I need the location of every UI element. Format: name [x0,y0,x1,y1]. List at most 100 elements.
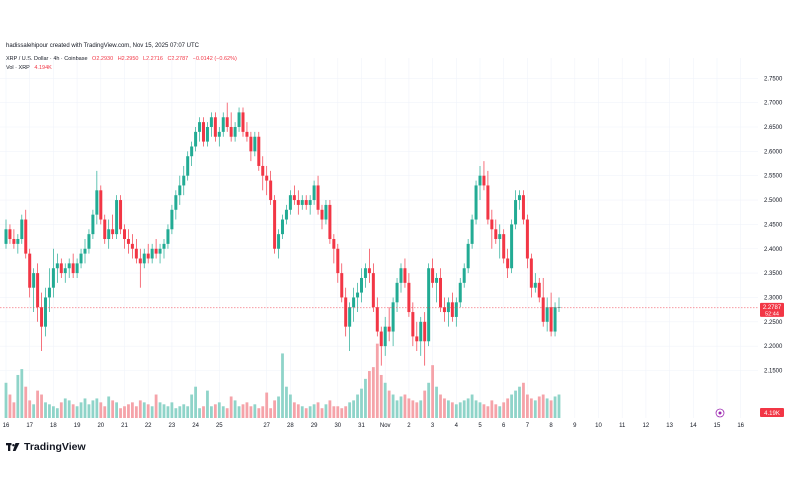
time-tick-label: 25 [216,423,223,429]
time-tick-label: 12 [643,423,650,429]
price-tick-label: 2.2000 [764,344,783,350]
candle-body [261,165,265,176]
candle-body [103,219,107,240]
symbol-legend[interactable]: XRP / U.S. Dollar · 4h · Coinbase O2.293… [6,56,240,62]
price-axis[interactable]: 2.1500 2.2000 2.2500 2.3000 2.3500 2.4000 2.45… [764,76,783,374]
volume-bar [186,406,190,418]
candle-body [498,234,502,240]
candle-body [308,200,312,205]
volume-bar [79,402,83,418]
candle-body [142,253,146,264]
volume-bar [510,394,513,418]
candle-body [395,282,399,303]
volume-bar [273,400,276,418]
volume-bar [16,374,20,418]
candle-body [470,219,474,244]
candle-body [36,273,40,308]
time-tick-label: 23 [169,423,176,429]
time-tick-label: 10 [595,423,602,429]
candle-body [525,219,529,259]
volume-value: 4.194K [34,65,52,71]
candle-body [198,122,202,132]
volume-bar [249,406,253,418]
candle-body [115,200,119,235]
volume-bar [221,406,225,418]
volume-bar [526,394,529,418]
volume-bar [553,396,557,418]
volume-bar [415,402,419,418]
time-axis[interactable]: 16 17 18 19 20 21 22 23 24 25 27 28 29 30 31 Nov 2 3 4 5 6 7 8… [3,423,745,429]
volume-bar [229,396,233,418]
volume-bar [20,369,24,418]
candle-body [209,117,213,127]
volume-bar [285,386,288,418]
candle-body [221,117,225,132]
volume-bar [375,343,379,418]
candle-body [245,131,249,137]
candle-body [4,229,8,244]
volume-bar [545,398,549,418]
candle-body [123,229,126,240]
candle-body [40,307,44,327]
volume-bar [162,404,166,418]
volume-bar [127,404,130,418]
candle-body [170,209,174,230]
candle-body [265,175,269,181]
price-tick-label: 2.6500 [764,125,783,131]
last-price-label: 2.2787 52:44 [760,302,784,317]
time-tick-label: 20 [97,423,104,429]
candle-body [363,268,367,278]
volume-bar [123,406,126,418]
volume-bar [8,394,12,418]
candle-body [490,219,494,230]
volume-bars [4,343,561,418]
volume-bar [427,382,431,418]
volume-bar [529,398,533,418]
candle-body [158,248,162,254]
candle-body [146,253,150,259]
volume-bar [103,406,107,418]
volume-bar [486,406,490,418]
candle-body [352,297,356,308]
time-tick-label: 5 [478,423,482,429]
events-marker[interactable] [715,408,725,418]
volume-bar [178,406,182,418]
volume-bar [399,396,403,418]
time-tick-label: 18 [50,423,57,429]
price-tick-label: 2.5000 [764,198,783,204]
candle-body [403,268,407,283]
candle-body [130,243,134,249]
volume-bar [419,400,423,418]
volume-bar [344,406,348,418]
volume-bar [213,404,217,418]
time-tick-label: 11 [619,423,626,429]
volume-bar [328,400,332,418]
candle-body [399,268,403,283]
volume-bar [533,400,537,418]
last-price-value: 2.2787 [763,305,782,311]
volume-bar [91,400,95,418]
volume-bar [277,396,280,418]
volume-legend[interactable]: Vol · XRP 4.194K [6,65,55,71]
volume-bar [71,404,75,418]
volume-bar [466,398,470,418]
time-tick-label: 28 [287,423,294,429]
time-tick-label: 4 [455,423,459,429]
candle-body [510,224,514,269]
volume-bar [87,404,91,418]
time-tick-label: 21 [121,423,128,429]
candle-body [225,117,229,127]
volume-bar [83,398,87,418]
volume-bar [24,386,28,418]
time-tick-label: 19 [74,423,81,429]
volume-bar [494,404,498,418]
volume-bar [12,402,16,418]
volume-bar [4,382,8,418]
tradingview-logo[interactable]: TradingView [6,441,86,453]
time-tick-label: 31 [358,423,365,429]
volume-bar [324,404,328,418]
volume-bar [99,402,103,418]
volume-bar [48,404,51,418]
chart-grid [0,58,758,418]
